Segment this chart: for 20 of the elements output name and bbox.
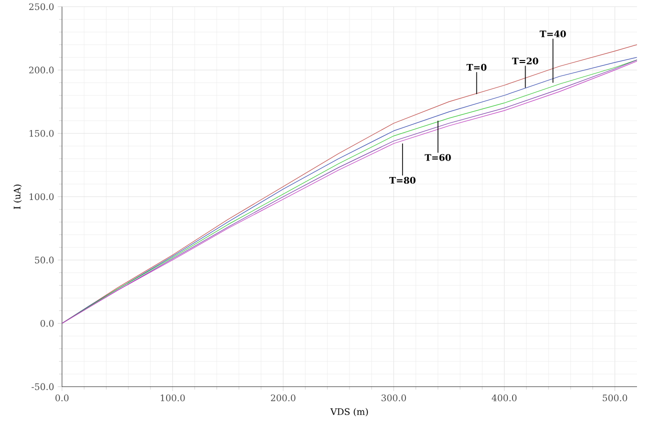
- annotation: T=80: [389, 177, 416, 184]
- y-tick-label: 50.0: [35, 256, 54, 264]
- annotation: T=60: [424, 154, 451, 162]
- y-tick-label: 150.0: [30, 130, 54, 137]
- annotation: T=0: [466, 64, 486, 71]
- x-tick-label: 200.0: [270, 394, 296, 402]
- x-tick-label: 300.0: [382, 394, 406, 402]
- y-tick-label: 250.0: [29, 3, 54, 10]
- y-tick-label: -50.0: [32, 383, 54, 390]
- x-tick-label: 400.0: [492, 394, 517, 402]
- y-tick-label: 200.0: [29, 66, 54, 74]
- y-tick-label: 0.0: [40, 320, 54, 327]
- y-tick-label: 100.0: [30, 193, 54, 200]
- x-tick-label: 0.0: [55, 394, 69, 402]
- x-tick-label: 100.0: [160, 394, 185, 402]
- y-axis-title: I (uA): [14, 184, 22, 210]
- annotation: T=20: [512, 58, 538, 65]
- x-axis-title: VDS (m): [330, 408, 368, 416]
- annotation: T=40: [540, 30, 566, 38]
- x-tick-label: 500.0: [602, 394, 628, 402]
